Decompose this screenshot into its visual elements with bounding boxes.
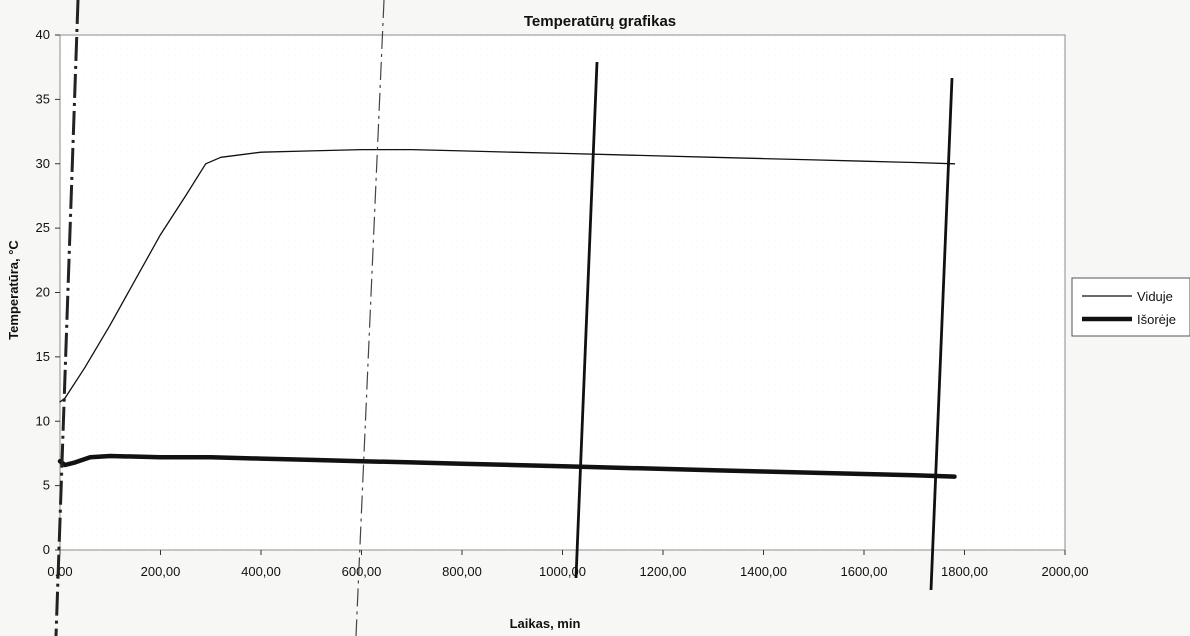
legend-label-viduje: Viduje — [1137, 289, 1173, 304]
x-tick-label: 0,00 — [47, 564, 72, 579]
y-tick-label: 30 — [36, 156, 50, 171]
y-tick-label: 0 — [43, 542, 50, 557]
legend-box — [1072, 278, 1190, 336]
chart-title: Temperatūrų grafikas — [524, 13, 676, 30]
x-tick-label: 1600,00 — [841, 564, 888, 579]
y-tick-label: 20 — [36, 285, 50, 300]
y-tick-label: 15 — [36, 349, 50, 364]
x-tick-label: 1000,00 — [539, 564, 586, 579]
legend: Viduje Išorėje — [1072, 278, 1190, 336]
x-tick-label: 1200,00 — [640, 564, 687, 579]
x-axis-label: Laikas, min — [510, 616, 581, 631]
x-tick-label: 200,00 — [141, 564, 181, 579]
y-tick-label: 25 — [36, 220, 50, 235]
x-tick-label: 400,00 — [241, 564, 281, 579]
x-tick-label: 600,00 — [342, 564, 382, 579]
plot-area — [60, 35, 1065, 550]
x-tick-label: 800,00 — [442, 564, 482, 579]
x-tick-label: 1400,00 — [740, 564, 787, 579]
y-axis-label: Temperatūra, °C — [6, 240, 21, 340]
y-tick-label: 5 — [43, 478, 50, 493]
legend-label-isoreje: Išorėje — [1137, 312, 1176, 327]
y-tick-label: 10 — [36, 413, 50, 428]
y-tick-label: 35 — [36, 91, 50, 106]
y-tick-label: 40 — [36, 27, 50, 42]
y-axis-ticks: 0 5 10 15 20 25 30 35 40 — [36, 27, 60, 557]
x-tick-label: 2000,00 — [1042, 564, 1089, 579]
x-tick-label: 1800,00 — [941, 564, 988, 579]
